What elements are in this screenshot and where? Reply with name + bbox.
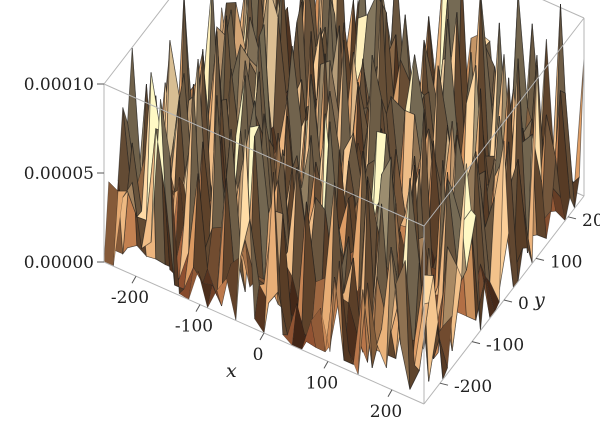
z-tick-label: 0.00000 (24, 253, 94, 273)
surface-facet (414, 302, 430, 372)
z-tick-label: 0.00005 (24, 164, 94, 184)
y-tick-mark (471, 341, 481, 345)
y-tick-label: -100 (486, 336, 524, 356)
box-edge-back (103, 0, 170, 85)
x-tick-label: 200 (370, 402, 402, 422)
box-edge-front (423, 17, 585, 227)
y-tick-label: 0 (518, 294, 529, 314)
x-tick-label: 100 (306, 373, 338, 393)
x-tick-label: 0 (253, 345, 264, 365)
x-tick-mark (195, 304, 201, 312)
x-tick-mark (131, 275, 137, 284)
box-edge-front (103, 83, 425, 227)
y-tick-label: 100 (550, 252, 582, 272)
x-axis-label: x (226, 360, 237, 382)
axis-ticks: -200 -100 0 100 200 -200 -100 0 100 200 0.00000 0.0… (24, 75, 600, 422)
x-tick-mark (387, 389, 393, 398)
y-axis-label: y (533, 289, 545, 311)
z-tick-label: 0.00010 (24, 75, 94, 95)
y-tick-mark (567, 216, 577, 220)
y-tick-mark (503, 299, 513, 303)
y-tick-label: 200 (582, 211, 600, 231)
x-tick-mark (259, 332, 265, 341)
y-tick-mark (439, 382, 449, 386)
y-tick-label: -200 (454, 377, 492, 397)
x-tick-label: -200 (111, 288, 149, 308)
x-tick-mark (323, 361, 329, 369)
y-tick-mark (535, 257, 545, 261)
x-tick-label: -100 (175, 317, 213, 337)
surface-facet (569, 57, 585, 187)
